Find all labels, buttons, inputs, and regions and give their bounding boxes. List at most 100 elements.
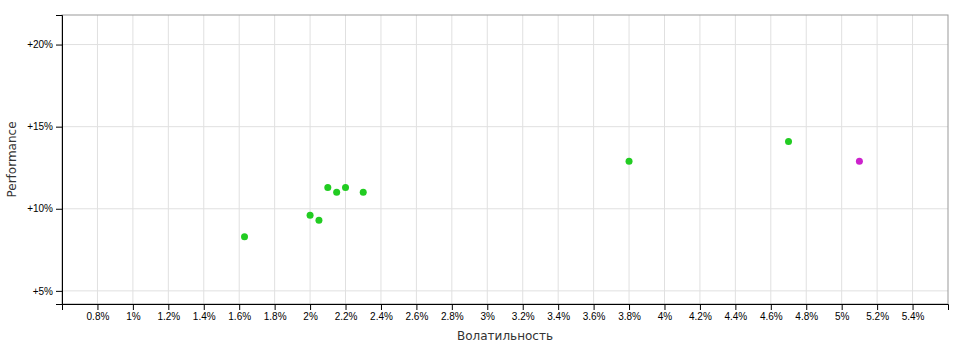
x-tick-mark (416, 304, 417, 310)
plot-area: 0.8% 1% 1.2% 1.4% 1.6% 1.8% 2% 2.2% 2.4% 2.6% 2.8%… (27, 15, 948, 322)
x-tick-mark (877, 304, 878, 310)
x-tick-label: 4% (658, 311, 673, 322)
x-tick-label: 2.2% (335, 311, 358, 322)
y-tick: +15% (27, 121, 62, 132)
grid (62, 15, 948, 304)
x-tick-mark (558, 304, 559, 310)
x-tick: 3.8% (618, 304, 641, 322)
y-tick-label: +15% (27, 121, 53, 132)
point (307, 212, 314, 219)
x-tick-label: 1.2% (157, 311, 180, 322)
x-tick: 1% (126, 304, 141, 322)
x-tick: 3.2% (512, 304, 535, 322)
y-grid-line (62, 44, 948, 45)
chart: 0.8% 1% 1.2% 1.4% 1.6% 1.8% 2% 2.2% 2.4% 2.6% 2.8%… (0, 0, 966, 350)
x-tick-mark (381, 304, 382, 310)
x-tick-label: 3.8% (618, 311, 641, 322)
x-tick-mark (204, 304, 205, 310)
x-grid-line (522, 15, 523, 304)
point (856, 158, 863, 165)
x-tick: 1.8% (264, 304, 287, 322)
x-axis: 0.8% 1% 1.2% 1.4% 1.6% 1.8% 2% 2.2% 2.4% 2.6% 2.8%… (63, 304, 949, 322)
y-tick-label: +20% (27, 39, 53, 50)
y-tick-mark (56, 209, 62, 210)
x-tick: 0.8% (87, 304, 110, 322)
y-tick: +10% (27, 203, 62, 214)
x-grid-line (97, 15, 98, 304)
x-tick-mark (487, 304, 488, 310)
x-tick-label: 5.2% (866, 311, 889, 322)
x-tick: 3% (481, 304, 496, 322)
x-tick-label: 2.8% (441, 311, 464, 322)
x-grid-line (274, 15, 275, 304)
x-tick: 3.4% (547, 304, 570, 322)
x-tick-label: 1.4% (193, 311, 216, 322)
y-tick-mark (56, 291, 62, 292)
x-tick-label: 3.4% (547, 311, 570, 322)
x-grid-line (239, 15, 240, 304)
x-tick-mark (310, 304, 311, 310)
x-grid-line (487, 15, 488, 304)
point (333, 189, 340, 196)
x-tick-label: 4.8% (795, 311, 818, 322)
x-tick-mark (806, 304, 807, 310)
point (241, 233, 248, 240)
point (342, 184, 349, 191)
x-tick-label: 2.4% (370, 311, 393, 322)
x-tick-mark (452, 304, 453, 310)
x-grid-line (699, 15, 700, 304)
x-tick-mark (97, 304, 98, 310)
x-tick-label: 3.6% (583, 311, 606, 322)
x-tick: 4.6% (760, 304, 783, 322)
y-axis-line (56, 16, 63, 305)
x-grid-line (912, 15, 913, 304)
x-tick-mark (523, 304, 524, 310)
x-grid-line (558, 15, 559, 304)
x-tick-label: 4.6% (760, 311, 783, 322)
x-tick-label: 2.6% (406, 311, 429, 322)
x-grid-line (664, 15, 665, 304)
x-tick-mark (700, 304, 701, 310)
x-grid-line (593, 15, 594, 304)
x-grid-line (770, 15, 771, 304)
x-grid-line (132, 15, 133, 304)
x-tick-label: 1.6% (228, 311, 251, 322)
x-tick-label: 1% (126, 311, 141, 322)
x-grid-line (451, 15, 452, 304)
point (626, 158, 633, 165)
x-tick: 4.2% (689, 304, 712, 322)
x-tick-label: 5% (835, 311, 850, 322)
x-tick-label: 0.8% (87, 311, 110, 322)
x-grid-line (416, 15, 417, 304)
x-tick-label: 3% (481, 311, 496, 322)
x-grid-line (735, 15, 736, 304)
x-tick: 5.2% (866, 304, 889, 322)
plot-frame (62, 15, 948, 304)
x-tick-mark (771, 304, 772, 310)
y-tick-mark (56, 127, 62, 128)
x-tick-label: 4.2% (689, 311, 712, 322)
x-grid-line (203, 15, 204, 304)
x-tick-mark (168, 304, 169, 310)
x-axis-line (63, 305, 949, 311)
point (324, 184, 331, 191)
x-tick-mark (346, 304, 347, 310)
x-tick-mark (664, 304, 665, 310)
y-grid-line (62, 290, 948, 291)
x-tick-mark (275, 304, 276, 310)
x-tick: 2.4% (370, 304, 393, 322)
y-axis-title: Performance (5, 121, 19, 197)
y-axis: +5% +10% +15% +20% (27, 16, 62, 305)
x-tick-mark (594, 304, 595, 310)
x-tick: 1.4% (193, 304, 216, 322)
x-tick-label: 2% (303, 311, 318, 322)
x-tick-label: 4.4% (724, 311, 747, 322)
x-tick: 4.8% (795, 304, 818, 322)
y-tick-label: +5% (33, 286, 53, 297)
y-tick-label: +10% (27, 203, 53, 214)
x-tick-mark (133, 304, 134, 310)
x-tick-label: 1.8% (264, 311, 287, 322)
x-tick-mark (239, 304, 240, 310)
points (241, 138, 863, 240)
x-grid-line (380, 15, 381, 304)
